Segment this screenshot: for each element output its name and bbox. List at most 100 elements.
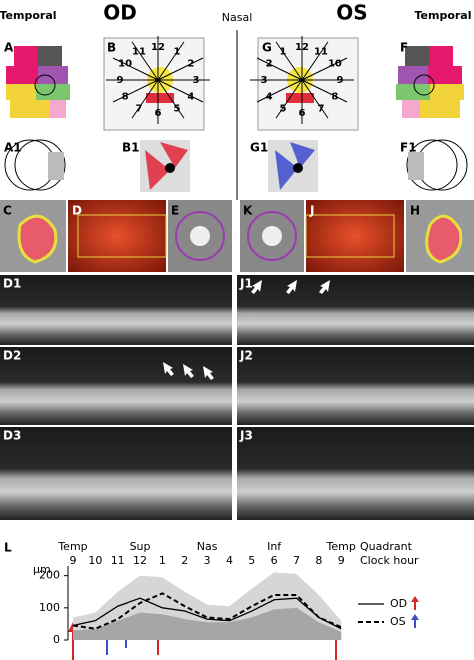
- clock-hour: 5: [248, 554, 255, 567]
- image-e-ring: [175, 211, 225, 261]
- oct-j3: [237, 427, 474, 520]
- header-od: OD: [103, 1, 137, 25]
- image-c-overlay: [17, 214, 58, 264]
- panel-label: G: [262, 41, 272, 55]
- clock-ray: [157, 79, 185, 119]
- clock-title: Clock hour: [360, 554, 419, 567]
- clock-number: 6: [299, 108, 306, 119]
- y-unit: µm: [33, 563, 51, 576]
- clock-hour: 12: [133, 554, 147, 567]
- clock-ray: [157, 41, 185, 81]
- clock-hour: 11: [111, 554, 125, 567]
- panel-label: K: [243, 204, 253, 218]
- panel-label: C: [3, 204, 12, 218]
- panel-label: A: [4, 41, 14, 55]
- legend-arrow-head: [411, 596, 419, 602]
- clock-ray: [131, 41, 159, 81]
- oct-d3: [0, 427, 232, 520]
- clock-number: 12: [151, 42, 165, 53]
- quadrant: Temp: [326, 540, 356, 553]
- map-od-disc: [165, 163, 175, 173]
- image-k-ring: [247, 211, 297, 261]
- clock-number: 2: [266, 59, 273, 70]
- panel-label: A1: [4, 141, 22, 155]
- clock-ray: [112, 57, 159, 81]
- field-circles-os: [406, 139, 468, 191]
- clock-number: 2: [187, 59, 194, 70]
- clock-hour: 1: [159, 554, 166, 567]
- visual-field-od: [6, 46, 70, 118]
- field-circles-od: [4, 139, 66, 191]
- clock-hour: 2: [181, 554, 188, 567]
- header-temporal-right: Temporal: [414, 9, 471, 22]
- clock-ray: [301, 41, 329, 81]
- header-temporal: Temporal: [0, 9, 57, 22]
- panel-label: G1: [250, 141, 268, 155]
- panel-label: D: [72, 204, 82, 218]
- oct-j2: [237, 347, 474, 425]
- clock-number: 9: [337, 75, 344, 86]
- clock-number: 8: [122, 92, 129, 103]
- panel-label: J1: [239, 277, 253, 291]
- image-j-box: [305, 214, 395, 258]
- clock-hour: 3: [204, 554, 211, 567]
- clock-number: 1: [280, 46, 287, 57]
- panel-label: F1: [400, 141, 417, 155]
- panel-label: B1: [122, 141, 140, 155]
- normal-lower: [73, 607, 342, 640]
- map-os-disc: [293, 163, 303, 173]
- clock-hour: 6: [271, 554, 278, 567]
- clock-hour: 10: [88, 554, 102, 567]
- clock-hour: 8: [315, 554, 322, 567]
- panel-label: J2: [239, 349, 253, 363]
- panel-label: J3: [239, 429, 253, 443]
- clock-ray: [157, 79, 204, 103]
- panel-label: F: [400, 41, 408, 55]
- panel-label: D3: [3, 429, 21, 443]
- oct-j1: [237, 275, 474, 345]
- quadrant: Sup: [130, 540, 151, 553]
- series-line: [72, 597, 342, 630]
- panel-label: D2: [3, 349, 21, 363]
- map-od-overlay: [145, 142, 188, 190]
- clock-number: 9: [117, 75, 124, 86]
- panel-label: D1: [3, 277, 21, 291]
- clock-hour: 9: [70, 554, 77, 567]
- clock-number: 11: [314, 46, 328, 57]
- clock-ray: [112, 79, 159, 103]
- panel-label: B: [107, 41, 116, 55]
- image-k-disc: [262, 226, 282, 246]
- legend-arrow-head: [411, 614, 419, 620]
- clock-ray: [256, 79, 303, 103]
- quadrant: Temp: [57, 540, 87, 553]
- oct-arrows: [163, 280, 330, 380]
- clock-number: 6: [155, 108, 162, 119]
- image-h-overlay: [425, 214, 463, 264]
- sector-od: [146, 93, 174, 103]
- clock-number: 7: [318, 104, 325, 115]
- clock-number: 11: [132, 46, 146, 57]
- visual-field-os: [396, 46, 464, 118]
- clock-number: 4: [187, 92, 194, 103]
- clock-ray: [157, 57, 204, 81]
- oct-d2: [0, 347, 232, 425]
- clock-ray: [256, 57, 303, 81]
- quadrant: Nas: [197, 540, 218, 553]
- header-os: OS: [336, 1, 367, 25]
- image-e-disc: [190, 226, 210, 246]
- y-tick-label: 200: [39, 569, 60, 582]
- y-tick-label: 0: [53, 633, 60, 646]
- panel-label: H: [410, 204, 420, 218]
- clock-ray: [301, 57, 348, 81]
- legend-label: OD: [390, 597, 407, 610]
- clock-hour: 7: [293, 554, 300, 567]
- y-tick-label: 100: [39, 601, 60, 614]
- image-d: [68, 200, 166, 272]
- clock-number: 5: [174, 104, 181, 115]
- clock-number: 3: [193, 75, 200, 86]
- clock-number: 8: [331, 92, 338, 103]
- clock-number: 3: [261, 75, 268, 86]
- clock-number: 12: [295, 42, 309, 53]
- clock-number: 10: [118, 59, 132, 70]
